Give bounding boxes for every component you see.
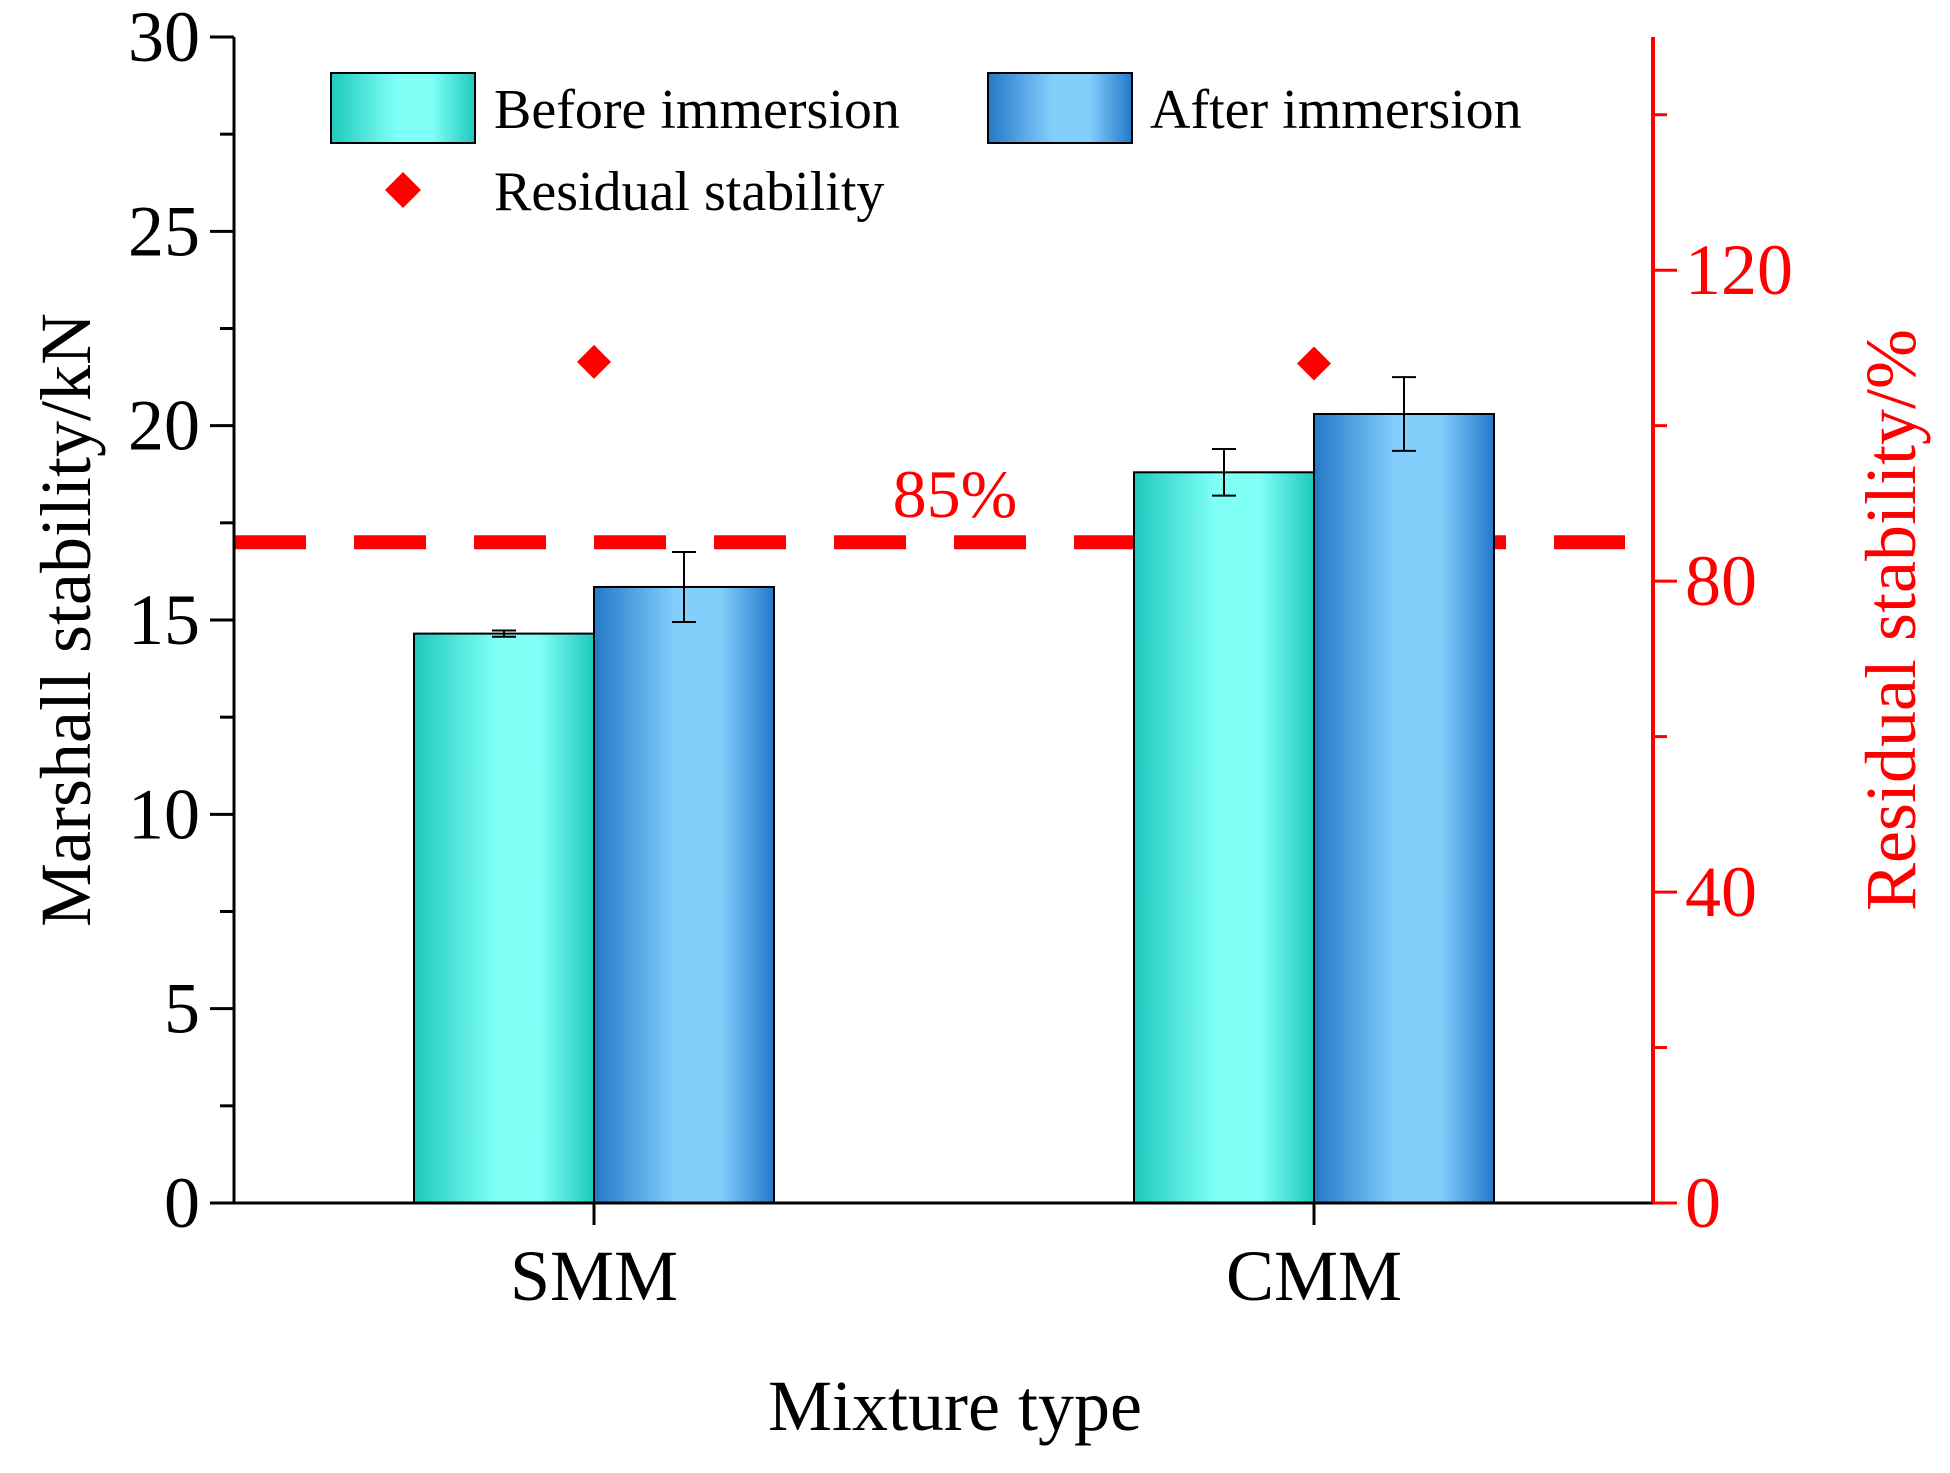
bar-after-cmm bbox=[1313, 413, 1495, 1204]
x-tick-label: CMM bbox=[1226, 1236, 1402, 1316]
legend-swatch-before bbox=[330, 72, 476, 144]
bar-after-smm bbox=[593, 585, 775, 1204]
y2-axis-label: Residual stability/% bbox=[1851, 329, 1931, 911]
reference-line-label: 85% bbox=[893, 456, 1018, 532]
legend-marker-residual bbox=[385, 172, 421, 208]
legend-swatch-after bbox=[987, 72, 1133, 144]
y-tick-label: 20 bbox=[128, 386, 200, 466]
legend-label-after: After immersion bbox=[1150, 79, 1522, 141]
x-tick-label: SMM bbox=[510, 1236, 678, 1316]
y-axis-label: Marshall stability/kN bbox=[26, 313, 106, 927]
y-tick-label: 5 bbox=[164, 969, 200, 1049]
y2-tick-label: 0 bbox=[1685, 1163, 1721, 1243]
residual-marker-cmm bbox=[1297, 346, 1331, 381]
legend-label-before: Before immersion bbox=[494, 79, 900, 141]
y-tick-label: 25 bbox=[128, 191, 200, 271]
y-tick-label: 30 bbox=[128, 0, 200, 77]
residual-marker-smm bbox=[577, 344, 611, 379]
bar-before-smm bbox=[413, 632, 595, 1204]
x-axis-label: Mixture type bbox=[768, 1366, 1142, 1446]
y2-tick-label: 40 bbox=[1685, 852, 1757, 932]
y2-tick-label: 120 bbox=[1685, 230, 1793, 310]
y2-tick-label: 80 bbox=[1685, 541, 1757, 621]
legend-label-residual: Residual stability bbox=[494, 161, 884, 223]
y-tick-label: 10 bbox=[128, 774, 200, 854]
y-tick-label: 0 bbox=[164, 1163, 200, 1243]
y-tick-label: 15 bbox=[128, 580, 200, 660]
bar-before-cmm bbox=[1133, 471, 1315, 1205]
legend: Before immersion After immersion Residua… bbox=[330, 72, 1522, 223]
